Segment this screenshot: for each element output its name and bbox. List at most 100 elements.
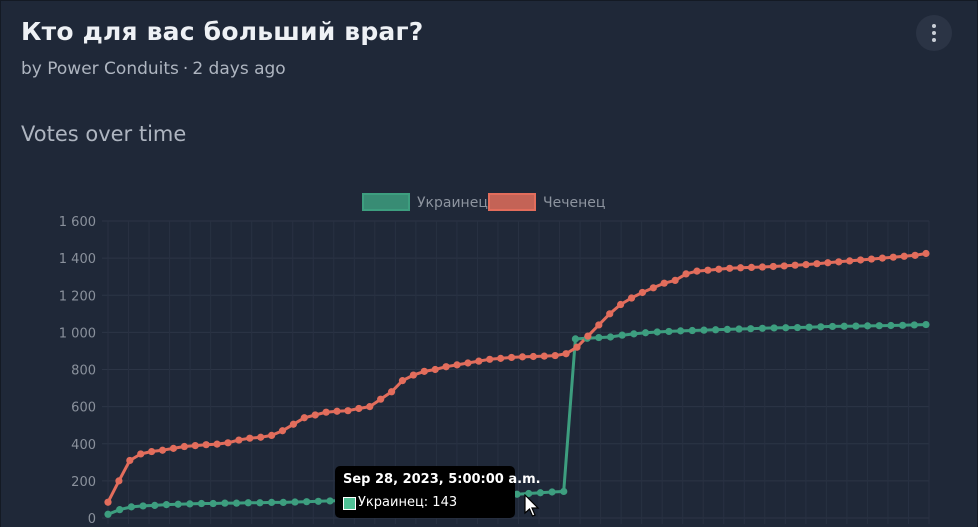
data-point[interactable] xyxy=(638,288,647,297)
data-point[interactable] xyxy=(712,326,720,334)
data-point[interactable] xyxy=(863,322,872,330)
data-point[interactable] xyxy=(736,264,745,272)
data-point[interactable] xyxy=(224,439,232,447)
data-point[interactable] xyxy=(162,501,171,509)
data-point[interactable] xyxy=(291,498,299,506)
legend-swatch[interactable] xyxy=(362,193,410,211)
data-point[interactable] xyxy=(824,259,832,267)
data-point[interactable] xyxy=(453,361,461,369)
data-point[interactable] xyxy=(158,446,167,454)
data-point[interactable] xyxy=(758,324,767,332)
data-point[interactable] xyxy=(246,434,254,442)
data-point[interactable] xyxy=(529,352,537,361)
data-point[interactable] xyxy=(878,254,886,262)
data-point[interactable] xyxy=(910,321,918,329)
data-point[interactable] xyxy=(213,440,221,448)
data-point[interactable] xyxy=(899,321,907,329)
data-point[interactable] xyxy=(525,489,533,498)
data-point[interactable] xyxy=(887,321,895,330)
data-point[interactable] xyxy=(846,257,854,265)
data-point[interactable] xyxy=(257,433,265,441)
data-point[interactable] xyxy=(735,325,743,333)
data-point[interactable] xyxy=(202,441,210,449)
data-point[interactable] xyxy=(665,327,673,336)
data-point[interactable] xyxy=(747,263,756,272)
data-point[interactable] xyxy=(104,510,112,518)
data-point[interactable] xyxy=(704,266,712,274)
data-point[interactable] xyxy=(802,261,810,269)
data-point[interactable] xyxy=(649,284,657,292)
data-point[interactable] xyxy=(911,251,919,259)
data-point[interactable] xyxy=(303,498,311,506)
data-point[interactable] xyxy=(148,447,156,456)
data-point[interactable] xyxy=(856,256,865,264)
data-point[interactable] xyxy=(540,352,548,360)
data-point[interactable] xyxy=(244,499,252,507)
data-point[interactable] xyxy=(900,252,908,260)
data-point[interactable] xyxy=(387,388,396,396)
data-point[interactable] xyxy=(420,367,428,375)
data-point[interactable] xyxy=(641,329,650,337)
data-point[interactable] xyxy=(256,499,264,507)
data-point[interactable] xyxy=(922,249,930,258)
data-point[interactable] xyxy=(791,261,799,269)
data-point[interactable] xyxy=(828,322,837,331)
legend-label[interactable]: Чеченец xyxy=(543,195,605,211)
data-point[interactable] xyxy=(333,407,341,415)
data-point[interactable] xyxy=(355,404,363,413)
data-point[interactable] xyxy=(660,279,668,287)
data-point[interactable] xyxy=(551,351,559,360)
data-point[interactable] xyxy=(518,353,527,361)
data-point[interactable] xyxy=(875,322,883,330)
data-point[interactable] xyxy=(278,427,287,435)
data-point[interactable] xyxy=(840,322,848,330)
data-point[interactable] xyxy=(169,444,178,452)
data-point[interactable] xyxy=(813,260,821,268)
data-point[interactable] xyxy=(268,431,276,439)
data-point[interactable] xyxy=(682,270,690,278)
data-point[interactable] xyxy=(322,408,330,416)
data-point[interactable] xyxy=(770,324,778,332)
data-point[interactable] xyxy=(889,253,897,261)
data-point[interactable] xyxy=(835,258,843,266)
data-point[interactable] xyxy=(221,499,229,507)
data-point[interactable] xyxy=(366,403,374,411)
data-point[interactable] xyxy=(536,489,544,497)
data-point[interactable] xyxy=(922,320,930,329)
data-point[interactable] xyxy=(726,264,734,272)
data-point[interactable] xyxy=(464,359,472,367)
data-point[interactable] xyxy=(268,498,276,507)
data-point[interactable] xyxy=(573,343,581,351)
data-point[interactable] xyxy=(852,322,860,330)
data-point[interactable] xyxy=(180,442,188,451)
data-point[interactable] xyxy=(431,365,439,374)
data-point[interactable] xyxy=(595,321,603,329)
data-point[interactable] xyxy=(817,323,825,331)
data-point[interactable] xyxy=(377,395,385,403)
data-point[interactable] xyxy=(513,490,521,498)
data-point[interactable] xyxy=(617,300,625,309)
data-point[interactable] xyxy=(235,436,243,444)
data-point[interactable] xyxy=(769,262,777,271)
data-point[interactable] xyxy=(409,371,417,379)
data-point[interactable] xyxy=(311,411,319,419)
data-point[interactable] xyxy=(326,497,334,505)
data-point[interactable] xyxy=(209,499,217,508)
data-point[interactable] xyxy=(174,500,182,508)
data-point[interactable] xyxy=(314,497,322,505)
data-point[interactable] xyxy=(618,331,626,339)
data-point[interactable] xyxy=(186,500,194,508)
data-point[interactable] xyxy=(197,499,206,508)
data-point[interactable] xyxy=(630,330,638,338)
data-point[interactable] xyxy=(700,326,708,334)
data-point[interactable] xyxy=(300,414,308,422)
data-point[interactable] xyxy=(747,325,755,333)
data-point[interactable] xyxy=(780,262,788,270)
data-point[interactable] xyxy=(191,442,199,450)
data-point[interactable] xyxy=(507,353,516,362)
data-point[interactable] xyxy=(398,377,407,385)
data-point[interactable] xyxy=(693,267,701,275)
data-point[interactable] xyxy=(584,332,592,340)
data-point[interactable] xyxy=(805,323,813,331)
data-point[interactable] xyxy=(677,327,685,335)
